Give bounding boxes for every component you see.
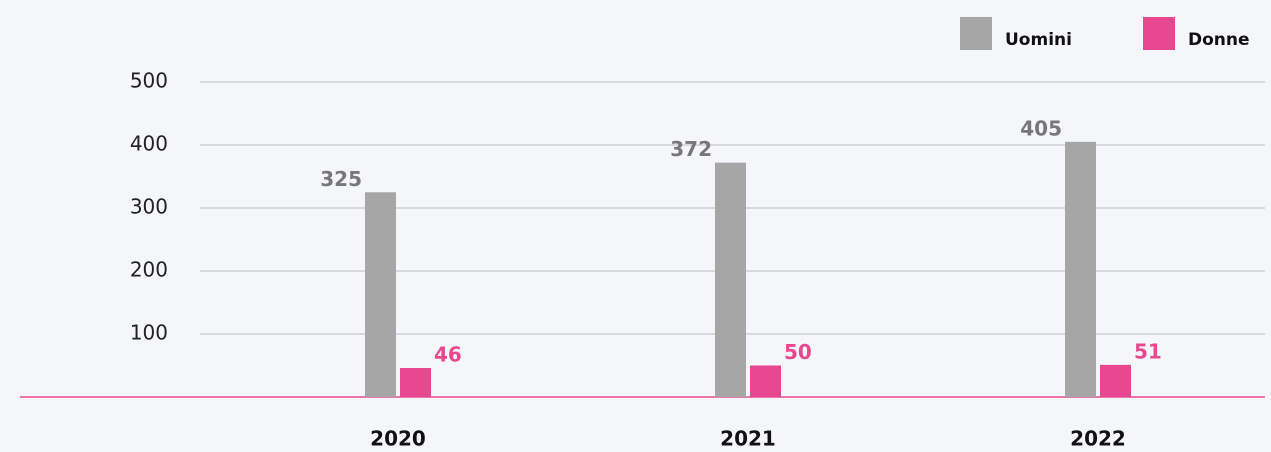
legend-label: Donne [1188,30,1250,50]
bar [750,365,781,397]
bar [400,368,431,397]
bar [1065,141,1096,397]
data-label: 372 [670,137,712,161]
x-tick-label: 2020 [370,427,426,451]
x-tick-label: 2021 [720,427,776,451]
data-label: 405 [1020,116,1062,140]
data-label: 46 [434,343,462,367]
y-tick-label: 200 [130,258,168,282]
bar [1100,364,1131,397]
x-tick-label: 2022 [1070,427,1126,451]
y-tick-label: 500 [130,69,168,93]
y-tick-label: 400 [130,132,168,156]
data-label: 325 [320,167,362,191]
legend-swatch [1143,17,1175,50]
bar [715,162,746,397]
legend-swatch [960,17,992,50]
data-label: 50 [784,340,812,364]
legend-label: Uomini [1005,30,1072,50]
bar [365,192,396,397]
data-label: 51 [1134,339,1162,363]
y-tick-label: 100 [130,321,168,345]
y-tick-label: 300 [130,195,168,219]
